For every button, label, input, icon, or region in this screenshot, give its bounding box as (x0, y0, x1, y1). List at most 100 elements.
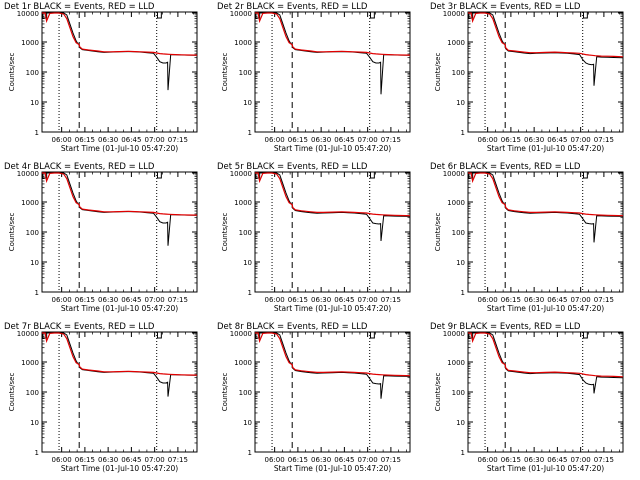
y-tick-label: 1000 (21, 39, 39, 47)
y-axis-label: Counts/sec (434, 53, 442, 92)
series-events-line (255, 172, 410, 242)
chart-svg: Det 2r BLACK = Events, RED = LLD 1 10 100 10… (217, 2, 411, 153)
y-tick-label: 1 (35, 289, 39, 297)
x-tick-label: 06:15 (501, 136, 521, 144)
x-axis-label: Start Time (01-Jul-10 05:47:20) (487, 464, 604, 473)
bracket-box (255, 332, 261, 339)
chart-title: Det 7r BLACK = Events, RED = LLD (4, 322, 155, 332)
series-lld-line (468, 12, 623, 58)
series-events-line (255, 12, 410, 95)
y-tick-label: 1 (35, 129, 39, 137)
y-tick-label: 1000 (21, 359, 39, 367)
chart-panel-det-9r: Det 9r BLACK = Events, RED = LLD 1 10 100 10… (426, 320, 639, 480)
y-tick-label: 10000 (230, 330, 252, 338)
y-axis-label: Counts/sec (8, 53, 16, 92)
plot-frame (254, 331, 411, 453)
bracket-box (468, 12, 474, 19)
x-tick-label: 06:00 (265, 136, 285, 144)
y-tick-label: 1 (248, 129, 252, 137)
x-tick-label: 06:15 (75, 456, 95, 464)
y-tick-label: 10000 (443, 330, 465, 338)
x-tick-label: 06:30 (311, 296, 331, 304)
y-tick-label: 100 (452, 69, 465, 77)
plot-frame (41, 11, 198, 133)
series-events-line (468, 12, 623, 86)
x-axis-label: Start Time (01-Jul-10 05:47:20) (274, 144, 391, 153)
y-axis-label: Counts/sec (8, 213, 16, 252)
y-tick-label: 1 (461, 449, 465, 457)
x-tick-label: 06:00 (478, 296, 498, 304)
plot-frame (467, 171, 624, 293)
x-tick-label: 07:00 (571, 456, 591, 464)
chart-title: Det 1r BLACK = Events, RED = LLD (4, 2, 155, 12)
bracket-box (468, 332, 474, 339)
y-tick-label: 100 (452, 229, 465, 237)
y-axis-label: Counts/sec (434, 213, 442, 252)
bracket-box (156, 332, 162, 339)
x-tick-label: 07:15 (381, 136, 401, 144)
chart-title: Det 2r BLACK = Events, RED = LLD (217, 2, 368, 12)
y-tick-label: 1000 (21, 199, 39, 207)
x-tick-label: 06:15 (288, 136, 308, 144)
x-tick-label: 06:30 (524, 136, 544, 144)
bracket-box (582, 172, 588, 179)
y-tick-label: 10000 (17, 330, 39, 338)
x-tick-label: 06:15 (288, 296, 308, 304)
y-tick-label: 100 (26, 69, 39, 77)
series-lld-line (255, 172, 410, 217)
series-events-line (255, 332, 410, 399)
x-tick-label: 07:15 (594, 456, 614, 464)
chart-svg: Det 6r BLACK = Events, RED = LLD 1 10 100 10… (430, 162, 624, 313)
x-tick-label: 06:00 (265, 456, 285, 464)
bracket-box (369, 172, 375, 179)
x-tick-label: 06:45 (547, 296, 567, 304)
y-tick-label: 10 (30, 419, 39, 427)
x-axis-label: Start Time (01-Jul-10 05:47:20) (487, 144, 604, 153)
y-tick-label: 10000 (17, 10, 39, 18)
y-tick-label: 1 (248, 449, 252, 457)
y-tick-label: 1 (35, 449, 39, 457)
bracket-box (369, 332, 375, 339)
x-tick-label: 07:00 (358, 456, 378, 464)
y-tick-label: 1000 (447, 359, 465, 367)
x-tick-label: 06:45 (547, 136, 567, 144)
series-lld-line (42, 172, 197, 216)
y-tick-label: 100 (239, 389, 252, 397)
y-tick-label: 10000 (443, 10, 465, 18)
y-tick-label: 100 (26, 229, 39, 237)
chart-svg: Det 5r BLACK = Events, RED = LLD 1 10 100 10… (217, 162, 411, 313)
chart-panel-det-2r: Det 2r BLACK = Events, RED = LLD 1 10 100 10… (213, 0, 426, 160)
y-tick-label: 10 (456, 99, 465, 107)
series-events-line (468, 332, 623, 394)
plot-frame (467, 331, 624, 453)
bracket-box (369, 12, 375, 19)
x-tick-label: 06:15 (288, 456, 308, 464)
y-tick-label: 1000 (447, 199, 465, 207)
x-tick-label: 07:15 (381, 456, 401, 464)
chart-title: Det 4r BLACK = Events, RED = LLD (4, 162, 155, 172)
series-lld-line (468, 172, 623, 217)
x-tick-label: 06:45 (121, 296, 141, 304)
y-axis-label: Counts/sec (434, 373, 442, 412)
bracket-box (156, 172, 162, 179)
y-tick-label: 10 (456, 259, 465, 267)
bracket-box (582, 12, 588, 19)
x-tick-label: 06:30 (524, 296, 544, 304)
plot-frame (41, 331, 198, 453)
series-lld-line (42, 332, 197, 376)
x-axis-label: Start Time (01-Jul-10 05:47:20) (61, 144, 178, 153)
x-tick-label: 07:00 (571, 136, 591, 144)
y-axis-label: Counts/sec (221, 373, 229, 412)
x-tick-label: 06:30 (98, 136, 118, 144)
x-tick-label: 06:00 (265, 296, 285, 304)
chart-svg: Det 3r BLACK = Events, RED = LLD 1 10 100 10… (430, 2, 624, 153)
x-tick-label: 07:15 (594, 296, 614, 304)
y-axis-label: Counts/sec (221, 53, 229, 92)
x-tick-label: 06:30 (98, 296, 118, 304)
y-tick-label: 1 (248, 289, 252, 297)
x-tick-label: 07:15 (168, 456, 188, 464)
x-tick-label: 07:00 (145, 456, 165, 464)
x-axis-label: Start Time (01-Jul-10 05:47:20) (487, 304, 604, 313)
chart-svg: Det 8r BLACK = Events, RED = LLD 1 10 100 10… (217, 322, 411, 473)
y-tick-label: 10000 (230, 170, 252, 178)
